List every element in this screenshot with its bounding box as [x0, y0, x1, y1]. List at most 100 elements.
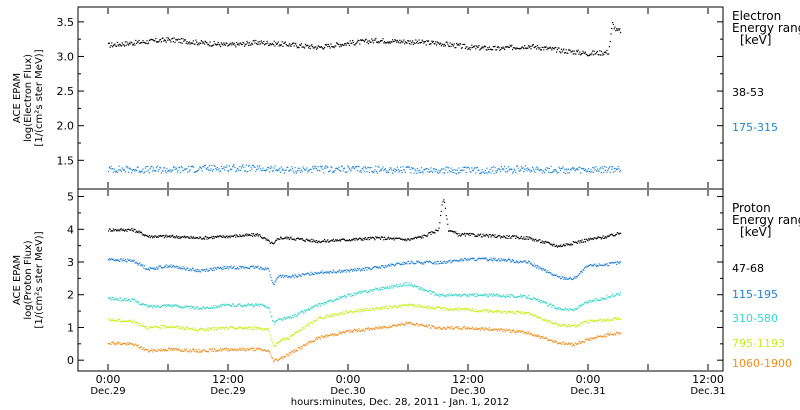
data-point	[443, 295, 445, 297]
data-point	[380, 265, 382, 267]
data-point	[359, 171, 361, 173]
data-point	[584, 321, 586, 323]
data-point	[502, 331, 504, 333]
data-point	[333, 240, 335, 242]
data-point	[438, 326, 440, 328]
data-point	[306, 324, 308, 326]
data-point	[286, 238, 288, 240]
data-point	[212, 45, 214, 47]
data-point	[252, 328, 254, 330]
data-point	[548, 47, 550, 49]
data-point	[200, 307, 202, 310]
data-point	[440, 210, 442, 212]
data-point	[280, 236, 282, 238]
data-point	[435, 327, 437, 329]
data-point	[218, 168, 220, 170]
data-point	[207, 44, 209, 46]
data-point	[552, 304, 554, 306]
data-point	[364, 238, 366, 240]
data-point	[472, 169, 474, 172]
data-point	[118, 45, 120, 47]
data-point	[455, 231, 457, 233]
data-point	[291, 166, 293, 168]
data-point	[312, 47, 314, 49]
data-point	[236, 41, 238, 44]
data-point	[610, 333, 612, 335]
data-point	[196, 170, 198, 172]
data-point	[506, 260, 508, 262]
data-point	[351, 295, 353, 297]
data-point	[124, 258, 126, 261]
data-point	[405, 304, 407, 306]
data-point	[356, 292, 358, 294]
data-point	[620, 232, 622, 234]
data-point	[576, 343, 578, 345]
data-point	[456, 173, 458, 175]
data-point	[285, 236, 287, 238]
data-point	[556, 274, 558, 276]
data-point	[486, 296, 488, 298]
data-point	[156, 304, 158, 306]
data-point	[390, 41, 392, 43]
data-point	[470, 257, 472, 259]
data-point	[382, 265, 384, 267]
data-point	[524, 168, 526, 170]
data-point	[254, 350, 256, 352]
data-point	[559, 245, 561, 248]
data-point	[465, 233, 467, 235]
data-point	[584, 266, 586, 268]
data-point	[154, 235, 156, 237]
data-point	[180, 268, 182, 270]
data-point	[488, 310, 490, 312]
data-point	[444, 327, 446, 329]
data-point	[463, 233, 465, 235]
data-point	[533, 263, 535, 265]
data-point	[344, 239, 346, 241]
data-point	[515, 237, 517, 239]
data-point	[615, 167, 617, 170]
data-point	[488, 295, 490, 297]
data-point	[535, 334, 537, 336]
data-point	[327, 301, 329, 303]
data-point	[358, 291, 360, 293]
data-point	[265, 268, 267, 270]
data-point	[372, 267, 374, 269]
data-point	[530, 169, 532, 172]
data-point	[273, 167, 275, 169]
data-point	[341, 313, 343, 315]
data-point	[559, 51, 561, 53]
data-point	[203, 269, 205, 271]
data-point	[468, 327, 470, 329]
data-point	[338, 166, 340, 168]
data-point	[606, 171, 608, 173]
data-point	[571, 309, 573, 311]
data-point	[202, 269, 204, 271]
data-point	[365, 327, 367, 329]
data-point	[613, 317, 615, 319]
data-point	[236, 268, 238, 270]
data-point	[161, 37, 163, 39]
data-point	[572, 53, 574, 55]
data-point	[212, 270, 214, 272]
data-point	[464, 328, 466, 330]
data-point	[552, 273, 554, 276]
data-point	[352, 268, 354, 270]
data-point	[153, 236, 155, 238]
data-point	[372, 171, 374, 173]
data-point	[346, 171, 348, 173]
data-point	[548, 272, 550, 274]
data-point	[190, 235, 192, 237]
data-point	[122, 258, 124, 260]
data-point	[406, 303, 408, 306]
data-point	[598, 263, 600, 265]
data-point	[546, 320, 548, 322]
data-point	[606, 263, 608, 265]
data-point	[128, 171, 130, 173]
data-point	[516, 310, 518, 312]
data-point	[387, 307, 389, 309]
data-point	[240, 327, 242, 329]
data-point	[420, 171, 422, 174]
data-point	[312, 241, 314, 243]
data-point	[220, 350, 222, 352]
data-point	[117, 320, 119, 322]
